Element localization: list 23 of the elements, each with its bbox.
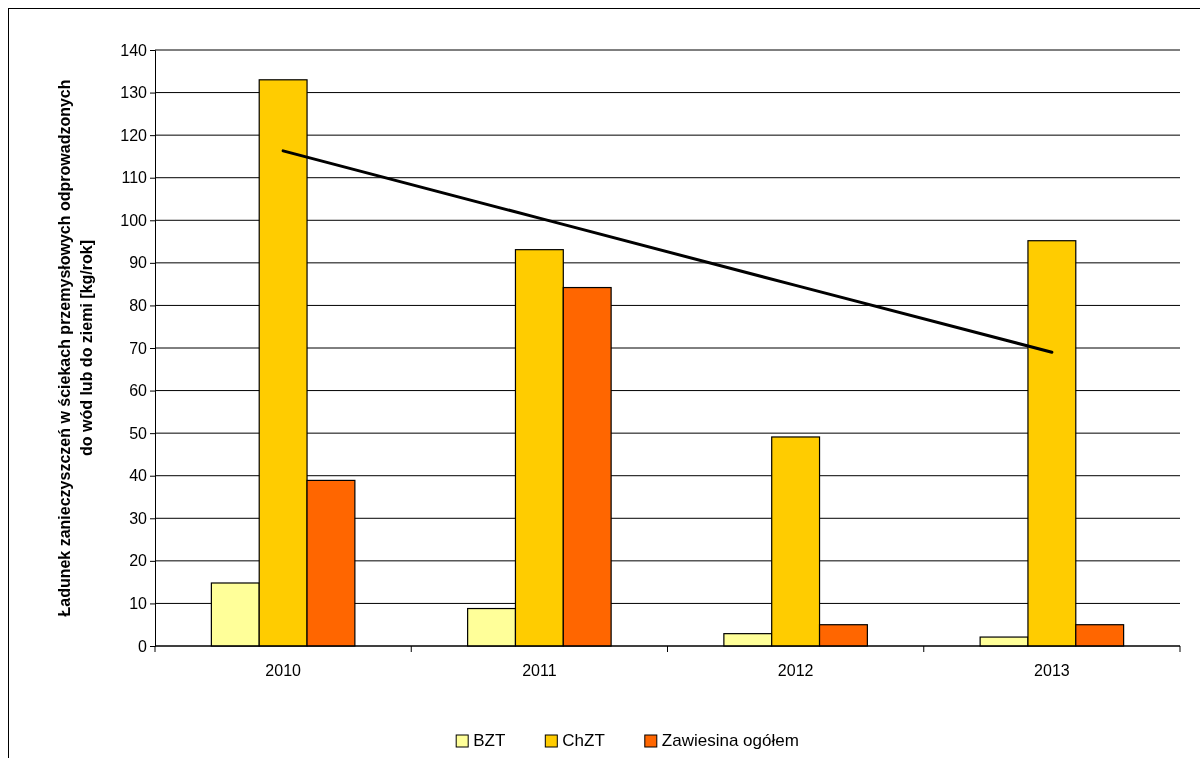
legend-label: Zawiesina ogółem bbox=[661, 731, 799, 750]
y-tick-label: 140 bbox=[120, 41, 148, 59]
y-tick-label: 10 bbox=[129, 595, 148, 613]
y-tick-label: 30 bbox=[129, 509, 148, 527]
y-tick-label: 80 bbox=[129, 297, 148, 315]
x-tick-label: 2010 bbox=[265, 662, 302, 679]
y-axis-title: Ładunek zanieczyszczeń w ściekach przemysłowych odprowadzonych do wód lub do ziemi [kg/rok] bbox=[56, 79, 95, 617]
y-tick-label: 110 bbox=[121, 169, 148, 187]
x-tick-label: 2013 bbox=[1034, 662, 1070, 679]
y-tick-label: 60 bbox=[129, 382, 148, 400]
y-tick-label: 120 bbox=[120, 126, 148, 144]
x-tick-label: 2012 bbox=[777, 662, 814, 679]
y-tick-label: 50 bbox=[129, 424, 148, 442]
x-tick-label: 2011 bbox=[522, 662, 557, 679]
y-tick-label: 40 bbox=[129, 467, 148, 485]
y-tick-label: 130 bbox=[120, 84, 148, 102]
y-tick-label: 100 bbox=[120, 211, 148, 229]
legend-label: BZT bbox=[473, 731, 506, 750]
y-tick-label: 20 bbox=[129, 552, 148, 570]
y-tick-label: 70 bbox=[129, 339, 148, 357]
y-tick-label: 90 bbox=[129, 254, 148, 272]
y-tick-label: 0 bbox=[138, 637, 148, 655]
legend-label: ChZT bbox=[562, 731, 605, 750]
